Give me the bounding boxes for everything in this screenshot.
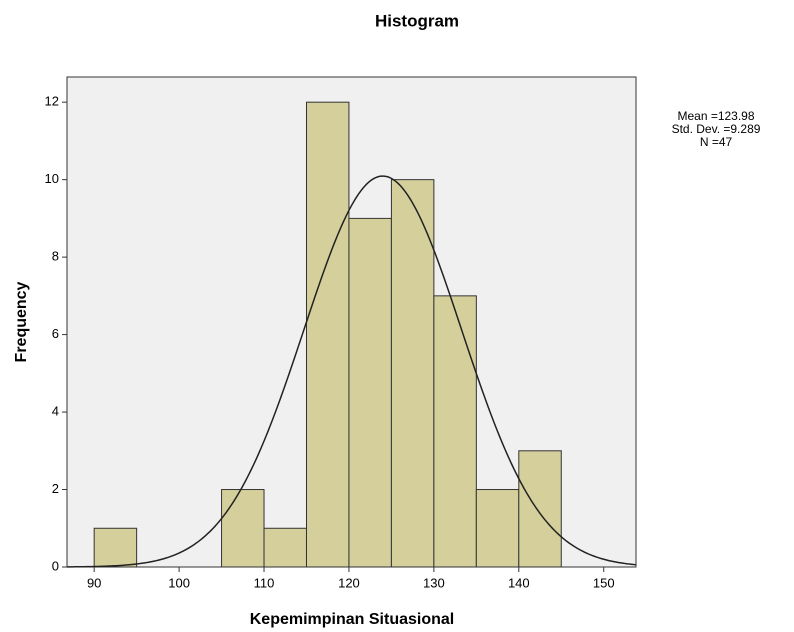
y-tick-label: 8 [52,249,59,264]
stat-label: Std. Dev. =9.289 [672,122,761,136]
bar [221,489,265,568]
x-tick-label: 100 [168,575,190,590]
x-tick-label: 120 [338,575,360,590]
y-axis-title: Frequency [13,281,30,362]
y-tick-label: 0 [52,558,59,573]
bar [93,527,138,568]
bar [263,527,307,568]
x-tick-label: 110 [254,575,275,590]
bar [348,217,392,568]
y-tick-label: 2 [52,481,59,496]
x-tick-label: 140 [508,575,530,590]
bar [390,179,435,568]
bar [518,450,562,568]
x-tick-label: 130 [423,575,445,590]
bar [305,101,350,568]
stat-label: N =47 [700,135,733,149]
y-tick-label: 10 [45,171,59,186]
y-tick-label: 4 [52,403,59,418]
chart-title: Histogram [375,11,459,30]
normal-curve [66,175,637,568]
bar [475,489,520,568]
bar [433,295,477,568]
x-axis-title: Kepemimpinan Situasional [250,611,454,628]
stat-label: Mean =123.98 [677,109,754,123]
y-tick-label: 6 [52,326,59,341]
x-tick-label: 90 [87,575,101,590]
y-tick-label: 12 [45,94,59,109]
x-tick-label: 150 [593,575,615,590]
